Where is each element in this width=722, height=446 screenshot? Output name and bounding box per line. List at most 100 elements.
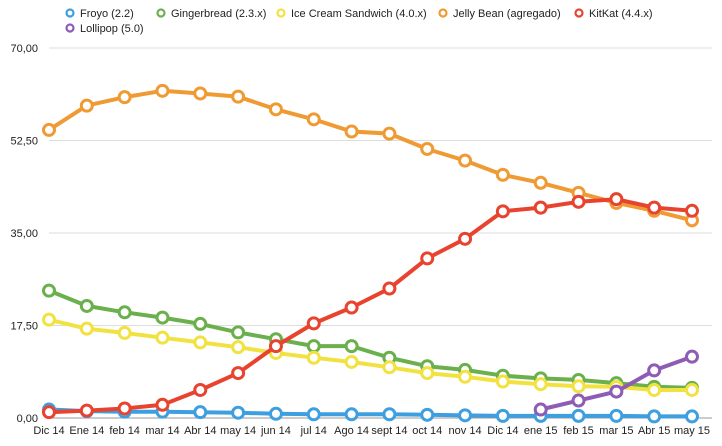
legend-label: Ice Cream Sandwich (4.0.x) [291, 8, 427, 20]
y-tick-label: 17,50 [10, 321, 38, 333]
data-point [306, 112, 321, 127]
data-point [231, 340, 246, 355]
series-4 [42, 192, 699, 420]
x-tick-label: mar 15 [599, 425, 633, 437]
x-tick-label: Dic 14 [33, 425, 64, 437]
series-line [47, 288, 694, 390]
series-2 [42, 312, 699, 397]
data-point [571, 379, 586, 394]
data-point [609, 192, 624, 207]
data-point [306, 339, 321, 354]
data-point [382, 360, 397, 375]
data-point [420, 251, 435, 266]
x-axis-ticks: Dic 14 Ene 14 feb 14 mar 14 Abr 14 may 14 jun … [33, 425, 710, 437]
series-line [47, 407, 694, 419]
legend-marker [276, 8, 286, 18]
data-point [268, 406, 283, 421]
y-tick-label: 70,00 [10, 43, 38, 55]
data-point [155, 83, 170, 98]
series-1 [42, 283, 699, 395]
legend-label: Gingerbread (2.3.x) [171, 8, 266, 20]
x-tick-label: may 15 [674, 425, 710, 437]
x-tick-label: nov 14 [449, 425, 482, 437]
data-point [231, 89, 246, 104]
legend-item: Gingerbread (2.3.x) [156, 8, 266, 20]
data-point [268, 102, 283, 117]
legend-marker [65, 8, 75, 18]
data-point [79, 403, 94, 418]
x-tick-label: ene 15 [524, 425, 558, 437]
data-point [79, 321, 94, 336]
data-point [571, 408, 586, 423]
data-point [117, 305, 132, 320]
data-point [458, 408, 473, 423]
data-point [420, 366, 435, 381]
series-5 [533, 349, 699, 417]
x-tick-label: Abr 14 [184, 425, 216, 437]
data-point [495, 374, 510, 389]
data-point [117, 401, 132, 416]
data-point [647, 363, 662, 378]
data-point [647, 409, 662, 424]
data-point [571, 194, 586, 209]
data-point [344, 300, 359, 315]
data-point [495, 408, 510, 423]
x-tick-label: may 14 [220, 425, 256, 437]
data-point [268, 339, 283, 354]
data-point [495, 204, 510, 219]
data-point [533, 200, 548, 215]
x-tick-label: Ene 14 [69, 425, 104, 437]
data-point [382, 407, 397, 422]
data-point [571, 393, 586, 408]
data-point [79, 98, 94, 113]
legend-item: KitKat (4.4.x) [574, 8, 653, 20]
data-point [42, 405, 56, 420]
legend-marker [438, 8, 448, 18]
data-point [685, 382, 699, 397]
series-layer [42, 83, 699, 424]
data-point [42, 283, 56, 298]
legend-item: Jelly Bean (agregado) [438, 8, 561, 20]
y-tick-label: 52,50 [10, 136, 38, 148]
data-point [344, 407, 359, 422]
legend-label: KitKat (4.4.x) [589, 8, 653, 20]
x-tick-label: sept 14 [371, 425, 407, 437]
y-axis-ticks: 0,00 17,50 35,00 52,50 70,00 [10, 43, 38, 425]
y-tick-label: 35,00 [10, 228, 38, 240]
x-tick-label: mar 14 [145, 425, 179, 437]
legend: Froyo (2.2) Gingerbread (2.3.x) Ice Cream … [65, 8, 653, 35]
data-point [306, 407, 321, 422]
legend-marker [156, 8, 166, 18]
legend-item: Froyo (2.2) [65, 8, 134, 20]
x-tick-label: Ago 14 [334, 425, 369, 437]
x-tick-label: Abr 15 [638, 425, 670, 437]
data-point [42, 312, 56, 327]
legend-item: Ice Cream Sandwich (4.0.x) [276, 8, 427, 20]
legend-label: Lollipop (5.0) [80, 23, 144, 35]
data-point [193, 316, 208, 331]
data-point [647, 200, 662, 215]
data-point [155, 397, 170, 412]
data-point [193, 86, 208, 101]
data-point [231, 325, 246, 340]
legend-marker [574, 8, 584, 18]
data-point [344, 354, 359, 369]
data-point [117, 325, 132, 340]
data-point [117, 90, 132, 105]
data-point [458, 231, 473, 246]
legend-item: Lollipop (5.0) [65, 23, 144, 35]
data-point [495, 167, 510, 182]
data-point [382, 281, 397, 296]
data-point [533, 377, 548, 392]
x-tick-label: feb 14 [109, 425, 140, 437]
x-tick-label: jun 14 [260, 425, 291, 437]
legend-label: Jelly Bean (agregado) [453, 8, 561, 20]
data-point [344, 124, 359, 139]
data-point [344, 339, 359, 354]
data-point [193, 405, 208, 420]
data-point [155, 330, 170, 345]
legend-label: Froyo (2.2) [80, 8, 134, 20]
x-tick-label: Dic 14 [487, 425, 518, 437]
data-point [609, 408, 624, 423]
